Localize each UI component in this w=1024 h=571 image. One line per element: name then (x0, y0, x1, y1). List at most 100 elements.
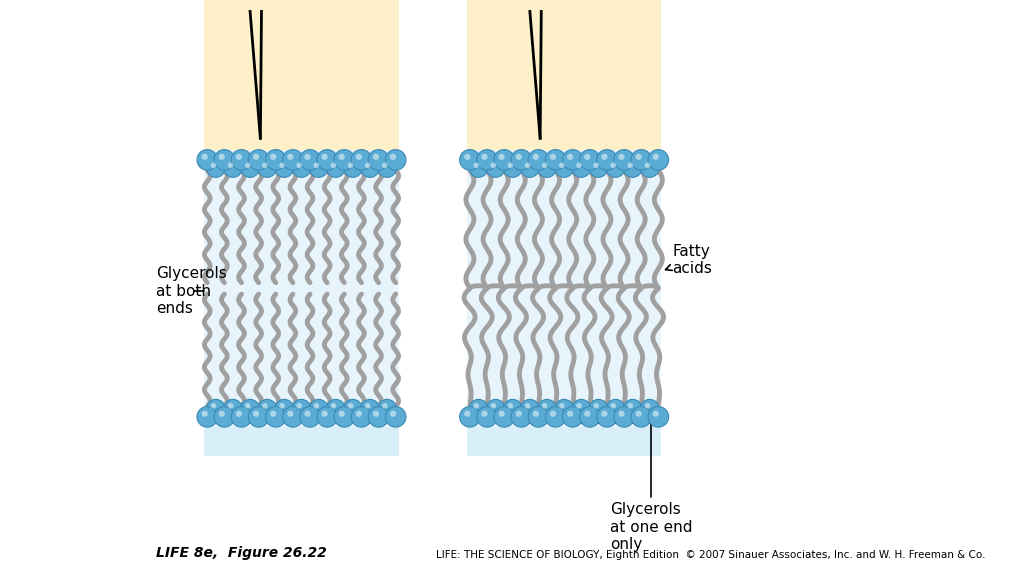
Circle shape (580, 150, 600, 170)
Circle shape (270, 411, 276, 417)
Circle shape (601, 411, 607, 417)
Circle shape (580, 407, 600, 427)
Circle shape (258, 399, 276, 418)
Circle shape (477, 150, 498, 170)
Circle shape (382, 163, 387, 168)
Circle shape (460, 407, 480, 427)
Circle shape (464, 411, 470, 417)
Circle shape (520, 159, 539, 178)
Circle shape (477, 407, 498, 427)
Circle shape (249, 150, 269, 170)
Circle shape (473, 403, 479, 409)
Circle shape (636, 154, 642, 160)
Text: Fatty
acids: Fatty acids (666, 244, 713, 276)
Circle shape (344, 159, 362, 178)
Circle shape (219, 411, 225, 417)
Circle shape (469, 159, 487, 178)
Circle shape (245, 403, 251, 409)
Circle shape (648, 407, 669, 427)
Circle shape (327, 159, 345, 178)
Circle shape (211, 163, 216, 168)
Circle shape (369, 407, 389, 427)
Circle shape (550, 411, 556, 417)
Circle shape (567, 411, 573, 417)
Text: Glycerols
at one end
only: Glycerols at one end only (567, 423, 692, 552)
Circle shape (613, 407, 634, 427)
Circle shape (508, 163, 513, 168)
Circle shape (275, 159, 294, 178)
Circle shape (490, 163, 496, 168)
Circle shape (597, 150, 617, 170)
FancyBboxPatch shape (467, 417, 662, 456)
Circle shape (241, 399, 259, 418)
Circle shape (550, 154, 556, 160)
Circle shape (464, 154, 470, 160)
Circle shape (373, 411, 379, 417)
Circle shape (572, 159, 591, 178)
FancyBboxPatch shape (205, 0, 398, 170)
Circle shape (316, 150, 338, 170)
Circle shape (559, 403, 564, 409)
Circle shape (270, 154, 276, 160)
Circle shape (593, 403, 599, 409)
Circle shape (516, 411, 522, 417)
Circle shape (562, 150, 583, 170)
Circle shape (624, 399, 642, 418)
Circle shape (214, 150, 234, 170)
Circle shape (365, 403, 371, 409)
Circle shape (624, 159, 642, 178)
Circle shape (618, 154, 625, 160)
Circle shape (641, 399, 659, 418)
Circle shape (258, 159, 276, 178)
Circle shape (331, 403, 336, 409)
Circle shape (542, 403, 548, 409)
Circle shape (511, 407, 531, 427)
Circle shape (584, 411, 590, 417)
Circle shape (288, 411, 294, 417)
Circle shape (610, 403, 616, 409)
Circle shape (378, 159, 396, 178)
FancyBboxPatch shape (205, 150, 398, 427)
Circle shape (577, 403, 582, 409)
Circle shape (610, 163, 616, 168)
Circle shape (504, 159, 522, 178)
Circle shape (618, 411, 625, 417)
Circle shape (309, 159, 328, 178)
Circle shape (538, 159, 556, 178)
Circle shape (265, 150, 286, 170)
Circle shape (601, 154, 607, 160)
Circle shape (499, 154, 505, 160)
Circle shape (360, 399, 379, 418)
Circle shape (300, 407, 321, 427)
Circle shape (231, 407, 252, 427)
Circle shape (348, 163, 353, 168)
Circle shape (344, 399, 362, 418)
Circle shape (228, 163, 233, 168)
Circle shape (378, 399, 396, 418)
Circle shape (249, 407, 269, 427)
Circle shape (520, 399, 539, 418)
Circle shape (494, 407, 514, 427)
Circle shape (542, 163, 548, 168)
Circle shape (631, 150, 651, 170)
Circle shape (253, 154, 259, 160)
Circle shape (296, 163, 302, 168)
Circle shape (339, 154, 345, 160)
Circle shape (390, 411, 396, 417)
Circle shape (524, 163, 530, 168)
Circle shape (300, 150, 321, 170)
Circle shape (219, 154, 225, 160)
Circle shape (355, 154, 361, 160)
Circle shape (241, 159, 259, 178)
Circle shape (648, 150, 669, 170)
Text: LIFE: THE SCIENCE OF BIOLOGY, Eighth Edition  © 2007 Sinauer Associates, Inc. an: LIFE: THE SCIENCE OF BIOLOGY, Eighth Edi… (435, 549, 985, 560)
Circle shape (369, 150, 389, 170)
Circle shape (538, 399, 556, 418)
Circle shape (334, 150, 354, 170)
Circle shape (532, 154, 539, 160)
Circle shape (589, 159, 607, 178)
Circle shape (283, 407, 303, 427)
Circle shape (236, 411, 242, 417)
Circle shape (577, 163, 582, 168)
Circle shape (207, 399, 225, 418)
